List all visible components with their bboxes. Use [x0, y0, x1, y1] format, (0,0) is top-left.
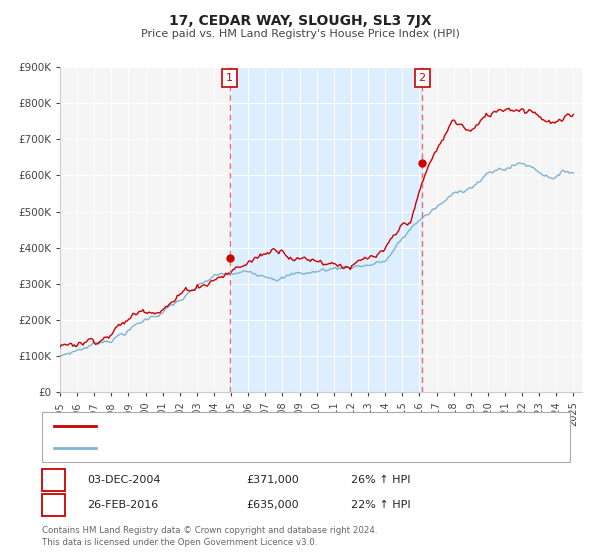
Text: HPI: Average price, detached house, Slough: HPI: Average price, detached house, Slou…	[105, 443, 334, 453]
Text: 17, CEDAR WAY, SLOUGH, SL3 7JX: 17, CEDAR WAY, SLOUGH, SL3 7JX	[169, 14, 431, 28]
Text: This data is licensed under the Open Government Licence v3.0.: This data is licensed under the Open Gov…	[42, 538, 317, 547]
Text: 2: 2	[50, 500, 57, 510]
Text: 1: 1	[226, 73, 233, 83]
Text: 26-FEB-2016: 26-FEB-2016	[87, 500, 158, 510]
Text: 26% ↑ HPI: 26% ↑ HPI	[351, 475, 410, 485]
Text: 1: 1	[50, 475, 57, 485]
Text: Contains HM Land Registry data © Crown copyright and database right 2024.: Contains HM Land Registry data © Crown c…	[42, 526, 377, 535]
Text: 2: 2	[419, 73, 426, 83]
Text: £635,000: £635,000	[246, 500, 299, 510]
Bar	[230, 67, 422, 392]
Text: 22% ↑ HPI: 22% ↑ HPI	[351, 500, 410, 510]
Text: Price paid vs. HM Land Registry's House Price Index (HPI): Price paid vs. HM Land Registry's House …	[140, 29, 460, 39]
Text: £371,000: £371,000	[246, 475, 299, 485]
Text: 03-DEC-2004: 03-DEC-2004	[87, 475, 161, 485]
Text: 17, CEDAR WAY, SLOUGH, SL3 7JX (detached house): 17, CEDAR WAY, SLOUGH, SL3 7JX (detached…	[105, 421, 377, 431]
